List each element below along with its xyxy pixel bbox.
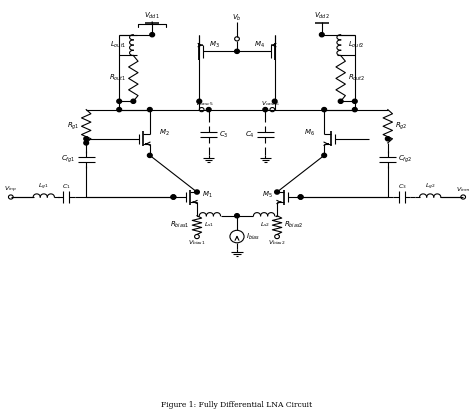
Text: $L_{s2}$: $L_{s2}$: [260, 220, 270, 228]
Text: $M_1$: $M_1$: [201, 190, 212, 200]
Circle shape: [322, 153, 327, 158]
Circle shape: [353, 108, 357, 112]
Circle shape: [275, 190, 279, 194]
Text: $R_{bias1}$: $R_{bias1}$: [170, 220, 190, 230]
Circle shape: [206, 108, 211, 112]
Circle shape: [147, 153, 152, 158]
Circle shape: [273, 99, 277, 103]
Text: $V_{b}$: $V_{b}$: [232, 13, 242, 23]
Circle shape: [84, 141, 89, 145]
Circle shape: [319, 33, 324, 37]
Text: $C_1$: $C_1$: [62, 182, 71, 191]
Text: $V_{inm}$: $V_{inm}$: [456, 185, 470, 194]
Text: $M_6$: $M_6$: [304, 127, 315, 137]
Text: $V_{dd1}$: $V_{dd1}$: [145, 11, 160, 21]
Circle shape: [171, 195, 176, 199]
Circle shape: [298, 195, 303, 199]
Text: $R_{g2}$: $R_{g2}$: [395, 121, 408, 132]
Text: $M_2$: $M_2$: [159, 127, 170, 137]
Circle shape: [131, 99, 136, 103]
Circle shape: [150, 33, 155, 37]
Text: $R_{g1}$: $R_{g1}$: [66, 121, 79, 132]
Text: $M_{3}$: $M_{3}$: [209, 40, 219, 50]
Text: $V_{bias1}$: $V_{bias1}$: [188, 238, 206, 247]
Text: $C_{fg2}$: $C_{fg2}$: [398, 154, 412, 166]
Text: Figure 1: Fully Differential LNA Circuit: Figure 1: Fully Differential LNA Circuit: [162, 401, 312, 409]
Text: $M_5$: $M_5$: [262, 190, 273, 200]
Text: $L_{out1}$: $L_{out1}$: [109, 40, 126, 50]
Text: $C_4$: $C_4$: [245, 129, 255, 140]
Circle shape: [385, 137, 390, 141]
Circle shape: [322, 108, 327, 112]
Text: $C_3$: $C_3$: [219, 129, 228, 140]
Text: $L_{g2}$: $L_{g2}$: [425, 181, 436, 192]
Circle shape: [197, 99, 201, 103]
Text: $L_{out2}$: $L_{out2}$: [348, 40, 365, 50]
Text: $C_3$: $C_3$: [398, 182, 406, 191]
Circle shape: [147, 108, 152, 112]
Circle shape: [171, 195, 176, 199]
Circle shape: [235, 49, 239, 53]
Circle shape: [235, 214, 239, 218]
Text: $R_{out2}$: $R_{out2}$: [348, 73, 365, 83]
Text: $R_{bias2}$: $R_{bias2}$: [284, 220, 304, 230]
Text: $V_{inp}$: $V_{inp}$: [4, 184, 17, 194]
Circle shape: [338, 99, 343, 103]
Text: $M_{4}$: $M_{4}$: [255, 40, 265, 50]
Text: $V_{casc5}$: $V_{casc5}$: [195, 99, 213, 108]
Circle shape: [195, 190, 199, 194]
Text: $I_{bias}$: $I_{bias}$: [246, 231, 260, 242]
Circle shape: [84, 137, 89, 141]
Circle shape: [117, 99, 121, 103]
Text: $L_{g1}$: $L_{g1}$: [38, 181, 49, 192]
Text: $L_{s1}$: $L_{s1}$: [204, 220, 214, 228]
Text: $C_{fg1}$: $C_{fg1}$: [62, 154, 76, 166]
Text: $V_{bias2}$: $V_{bias2}$: [268, 238, 286, 247]
Circle shape: [298, 195, 303, 199]
Circle shape: [263, 108, 268, 112]
Circle shape: [117, 108, 121, 112]
Circle shape: [353, 99, 357, 103]
Text: $V_{dd2}$: $V_{dd2}$: [314, 11, 329, 21]
Text: $R_{out1}$: $R_{out1}$: [109, 73, 126, 83]
Text: $V_{casc6}$: $V_{casc6}$: [261, 99, 279, 108]
